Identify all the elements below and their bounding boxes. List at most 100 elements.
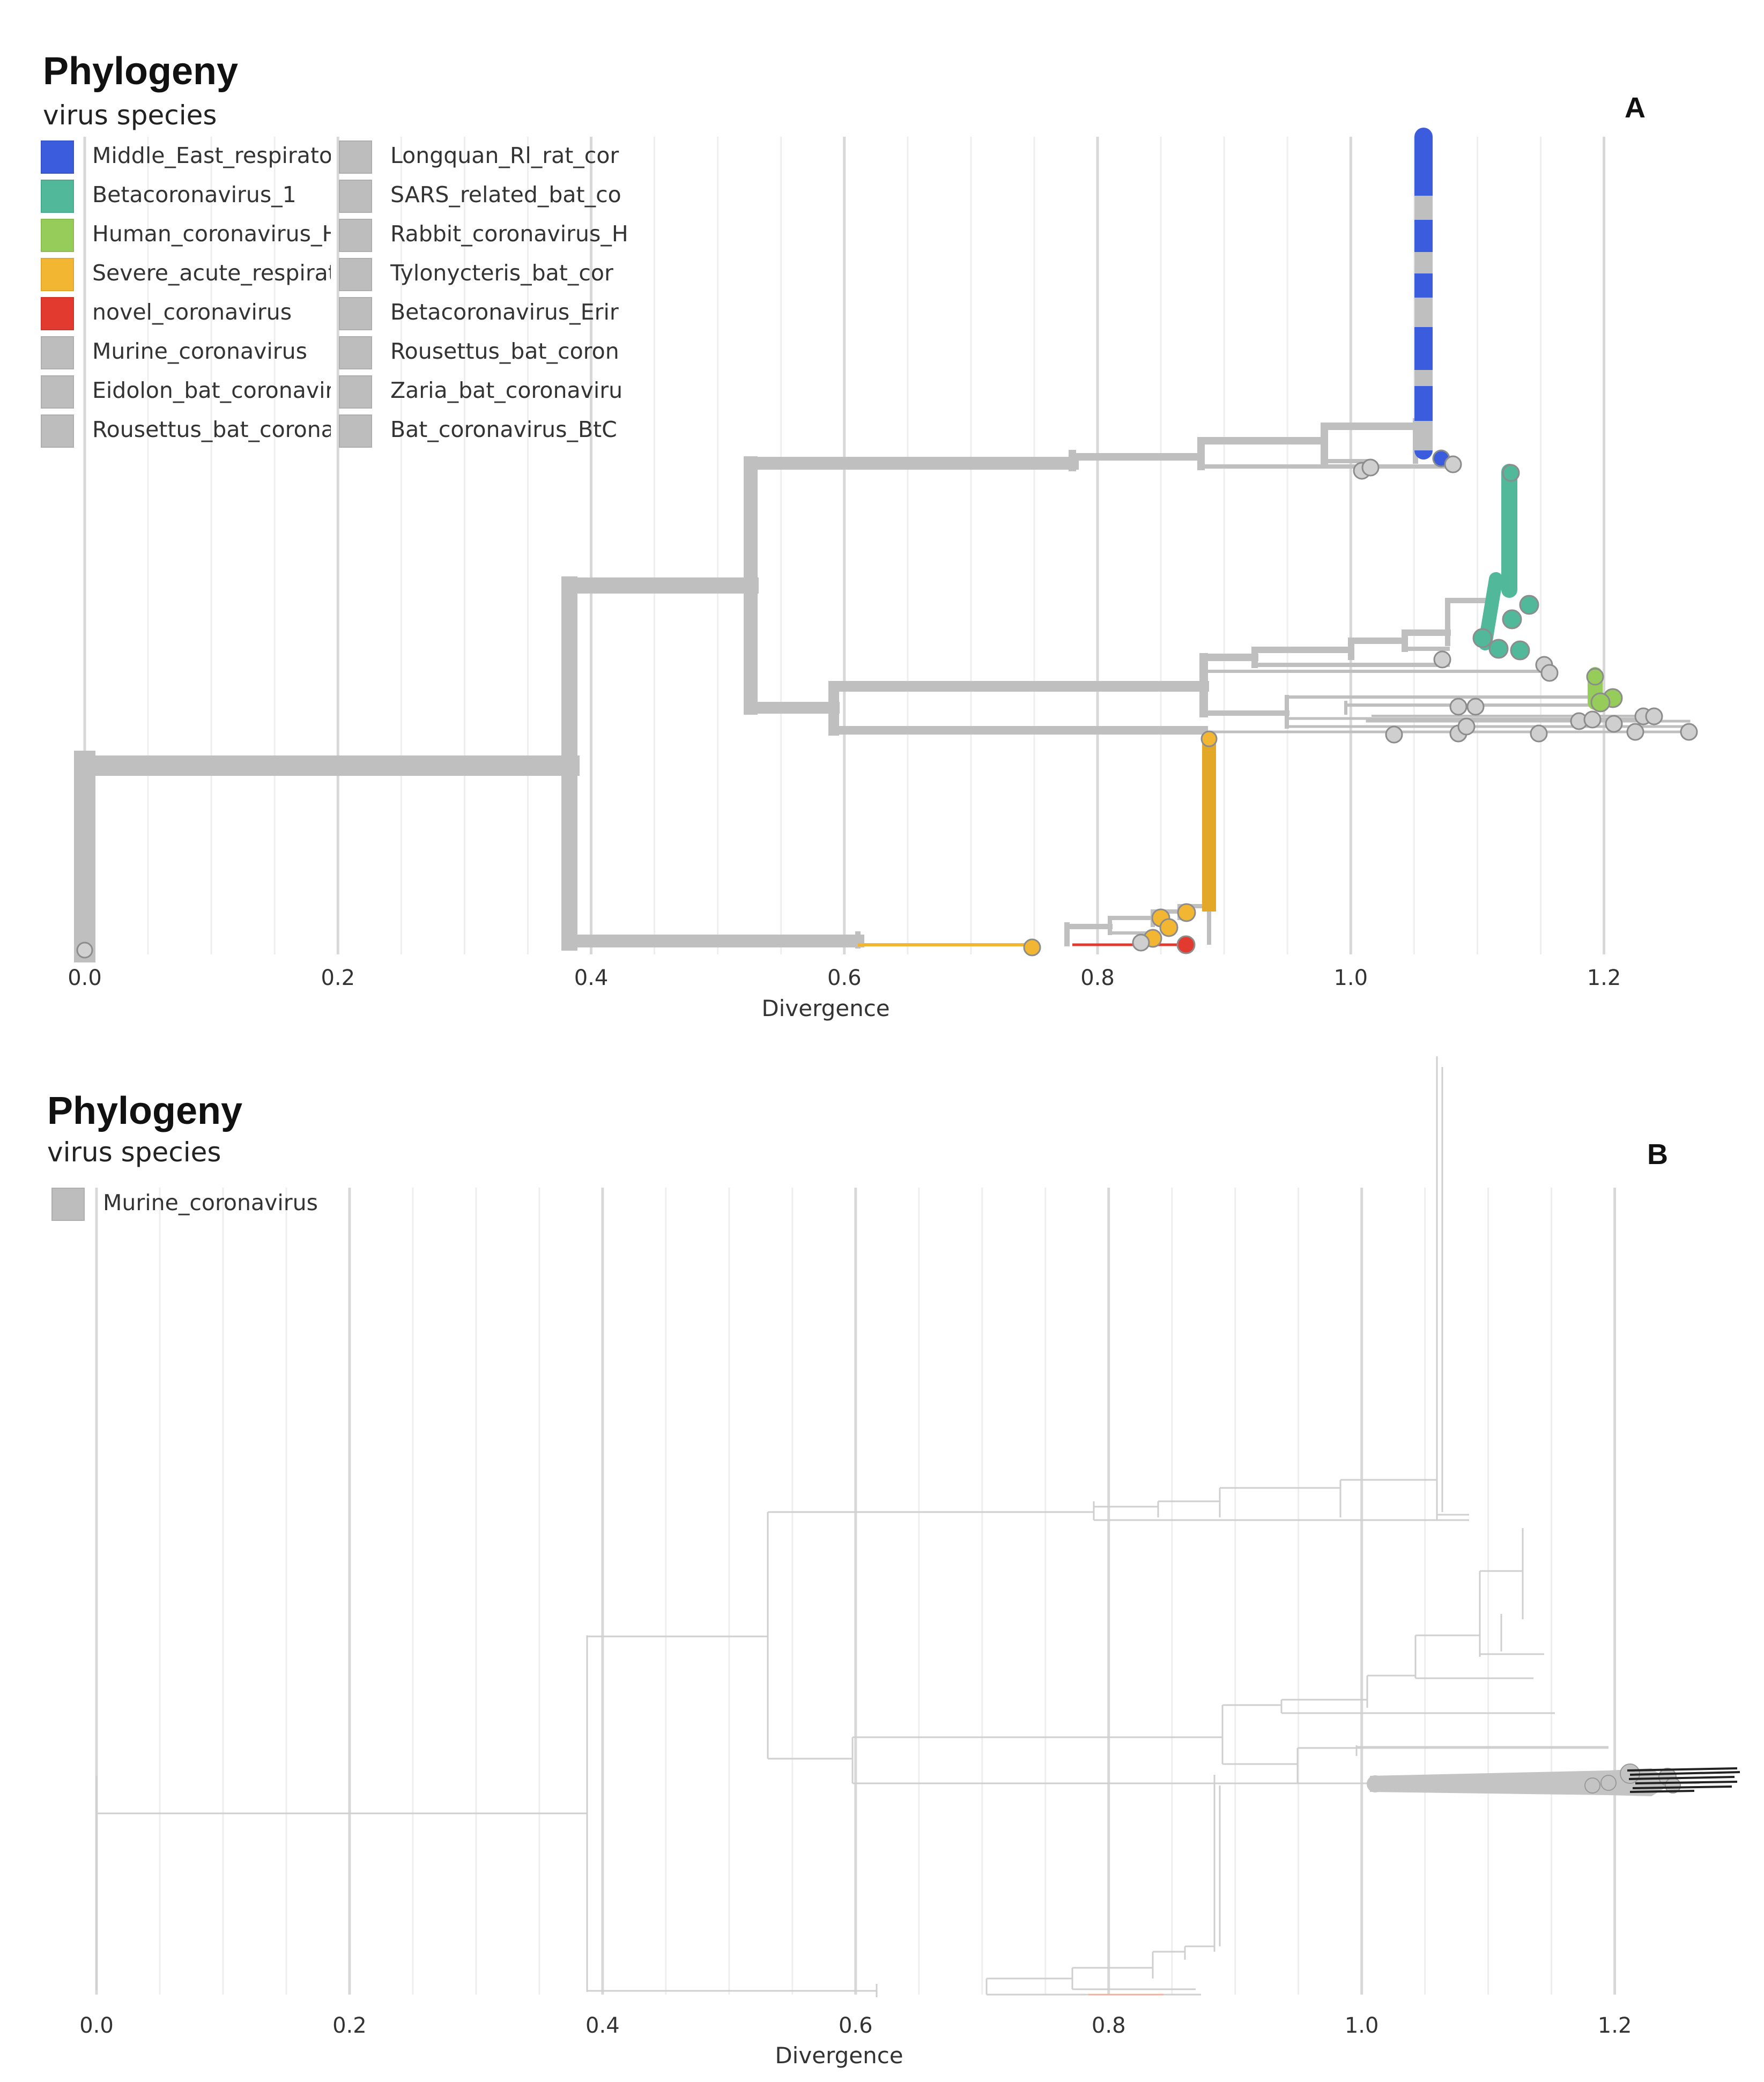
panel-a-title: Phylogeny [43,50,239,93]
legend-label: Tylonycteris_bat_cor [390,260,613,286]
b-murine-tip-1 [1367,1775,1384,1792]
tip-beta-5 [1488,639,1509,659]
legend-label: Murine_coronavirus [103,1190,318,1216]
legend-item[interactable]: Betacoronavirus_1 [41,180,341,214]
panel-a-chart: 0.0 0.2 0.4 0.6 0.8 1.0 1.2 Divergence [68,128,1698,1021]
legend-item[interactable]: Rousettus_bat_coron [339,336,639,371]
legend-label: Rousettus_bat_corona [92,417,331,442]
legend-item[interactable]: Middle_East_respirato [41,140,341,175]
panel-a: Phylogeny virus species A [0,0,1764,1035]
panel-b: Phylogeny virus species B [0,1035,1764,2082]
panel-b-title: Phylogeny [47,1090,243,1132]
legend-item[interactable]: SARS_related_bat_co [339,180,639,214]
legend-label: Rabbit_coronavirus_H [390,221,628,247]
legend-item[interactable]: novel_coronavirus [41,297,341,331]
panel-a-label: A [1625,92,1646,124]
legend-swatch [339,140,372,174]
legend-item[interactable]: Zaria_bat_coronaviru [339,375,639,410]
legend-label: Zaria_bat_coronaviru [390,377,623,403]
x-tick-label: 0.4 [574,966,609,990]
legend-item[interactable]: Rabbit_coronavirus_H [339,219,639,253]
tip-gray-4 [1583,710,1602,729]
legend-item[interactable]: Eidolon_bat_coronavir [41,375,341,410]
legend-swatch [339,336,372,369]
legend-swatch [339,414,372,448]
tip-novel-red [1176,935,1196,954]
tip-beta-gray-1 [1433,650,1451,669]
legend-label: Longquan_Rl_rat_cor [390,143,619,168]
panel-a-tips [76,449,1698,959]
tip-sars-top [1200,730,1218,747]
tip-beta-gray-3 [1540,664,1559,682]
x-tick-label: 1.2 [1587,966,1621,990]
x-tick-label: 0.0 [79,2013,114,2038]
panel-b-xlabel: Divergence [775,2042,903,2069]
legend-label: Murine_coronavirus [92,338,307,364]
legend-swatch [41,375,74,409]
legend-item[interactable]: Betacoronavirus_Erir [339,297,639,331]
tip-sars-gray [1132,933,1150,952]
legend-swatch [41,180,74,213]
legend-label: Betacoronavirus_1 [92,182,297,208]
tip-sars-3 [1159,918,1179,937]
tip-hcov-3 [1590,692,1611,713]
panel-a-gridlines [83,137,1606,954]
legend-label: Betacoronavirus_Erir [390,299,619,325]
x-tick-label: 0.6 [839,2013,873,2038]
tip-gray-9 [1626,723,1644,741]
tip-gray-13 [1385,725,1403,744]
panel-b-chart: 0.0 0.2 0.4 0.6 0.8 1.0 1.2 Divergence [79,1056,1740,2069]
legend-item[interactable]: Murine_coronavirus [41,336,341,371]
tip-gray-7 [1645,707,1663,725]
panel-b-subtitle: virus species [47,1137,221,1168]
tip-beta-3 [1502,609,1522,629]
legend-item[interactable]: Severe_acute_respirat [41,258,341,292]
legend-label: Eidolon_bat_coronavir [92,377,331,403]
legend-label: Rousettus_bat_coron [390,338,619,364]
x-tick-label: 1.0 [1345,2013,1379,2038]
legend-item[interactable]: Murine_coronavirus [51,1188,352,1222]
tip-beta-2 [1519,595,1539,615]
panel-b-tree [95,1056,1700,1997]
panel-b-label: B [1647,1138,1668,1170]
legend-label: Bat_coronavirus_BtC [390,417,617,442]
panel-a-tree [74,128,1698,962]
x-tick-label: 0.4 [585,2013,620,2038]
legend-item[interactable]: Longquan_Rl_rat_cor [339,140,639,175]
x-tick-label: 0.2 [332,2013,367,2038]
legend-item[interactable]: Tylonycteris_bat_cor [339,258,639,292]
b-murine-cluster [1367,1764,1740,1796]
legend-swatch [41,336,74,369]
panel-a-subtitle: virus species [43,100,217,131]
legend-label: Severe_acute_respirat [92,260,331,286]
x-tick-label: 0.6 [827,966,862,990]
tip-hcov-1 [1586,668,1604,686]
legend-swatch [41,140,74,174]
panel-a-xlabel: Divergence [761,995,890,1021]
legend-item[interactable]: Rousettus_bat_corona [41,414,341,449]
x-tick-label: 0.8 [1092,2013,1126,2038]
b-tip-labels-scribble [1627,1767,1740,1793]
legend-swatch [41,414,74,448]
tip-beta-1 [1502,464,1520,482]
tip-gray-1 [1449,698,1467,716]
legend-swatch [339,297,372,330]
tip-gray-12 [1457,717,1476,736]
legend-swatch [51,1188,85,1221]
legend-label: Human_coronavirus_H [92,221,331,247]
legend-swatch [339,258,372,291]
x-tick-label: 0.0 [68,966,102,990]
tip-sars-2 [1177,903,1196,922]
tip-mers-gray-1 [1444,455,1462,473]
legend-label: Middle_East_respirato [92,143,331,168]
tip-sars-5 [1023,938,1041,957]
legend-swatch [339,375,372,409]
panel-a-axis: 0.0 0.2 0.4 0.6 0.8 1.0 1.2 [68,966,1621,990]
legend-item[interactable]: Human_coronavirus_H [41,219,341,253]
legend-label: novel_coronavirus [92,299,292,325]
x-tick-label: 1.0 [1333,966,1368,990]
legend-item[interactable]: Bat_coronavirus_BtC [339,414,639,449]
panel-b-axis: 0.0 0.2 0.4 0.6 0.8 1.0 1.2 [79,2013,1632,2038]
tip-gray-8 [1680,723,1698,741]
tip-beta-4 [1472,628,1493,648]
